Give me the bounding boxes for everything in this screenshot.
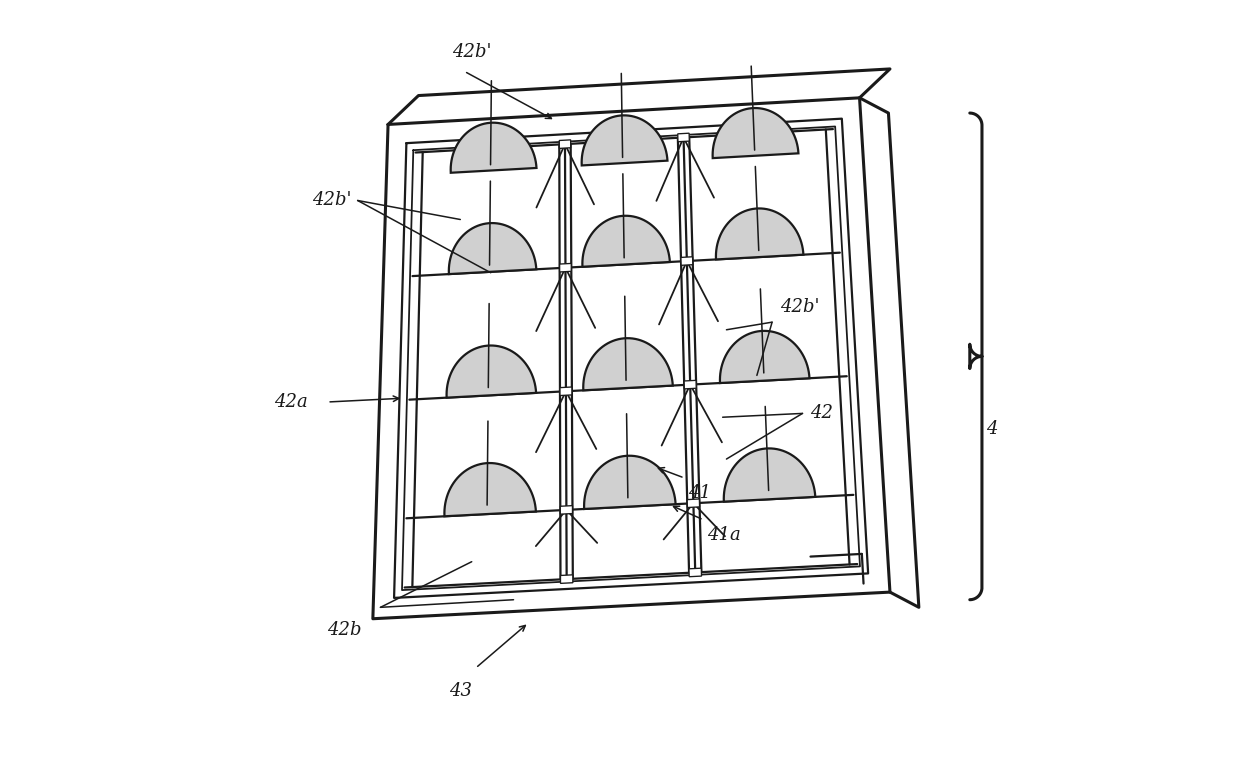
- Polygon shape: [560, 574, 573, 584]
- Polygon shape: [681, 257, 693, 265]
- Text: 4: 4: [987, 420, 998, 437]
- Text: 42b: 42b: [327, 621, 362, 639]
- Polygon shape: [560, 506, 573, 514]
- Polygon shape: [559, 140, 570, 149]
- Polygon shape: [446, 345, 536, 398]
- Polygon shape: [582, 116, 667, 165]
- Polygon shape: [689, 568, 702, 577]
- Polygon shape: [583, 339, 673, 391]
- Polygon shape: [678, 133, 689, 142]
- Polygon shape: [560, 387, 572, 395]
- Polygon shape: [584, 456, 676, 509]
- Polygon shape: [713, 108, 799, 158]
- Polygon shape: [583, 216, 670, 267]
- Polygon shape: [559, 264, 572, 272]
- Text: 43: 43: [449, 682, 471, 700]
- Polygon shape: [444, 463, 536, 516]
- Polygon shape: [449, 223, 537, 274]
- Text: 42b': 42b': [780, 298, 820, 316]
- Text: 42b': 42b': [312, 192, 351, 209]
- Text: 41: 41: [688, 484, 712, 502]
- Text: 42: 42: [810, 404, 833, 422]
- Text: 42b': 42b': [451, 43, 491, 61]
- Polygon shape: [684, 381, 696, 389]
- Text: 41a: 41a: [708, 526, 742, 544]
- Polygon shape: [715, 208, 804, 260]
- Polygon shape: [724, 448, 815, 502]
- Polygon shape: [720, 331, 810, 383]
- Polygon shape: [687, 499, 699, 508]
- Polygon shape: [450, 123, 537, 173]
- Text: 42a: 42a: [274, 393, 308, 411]
